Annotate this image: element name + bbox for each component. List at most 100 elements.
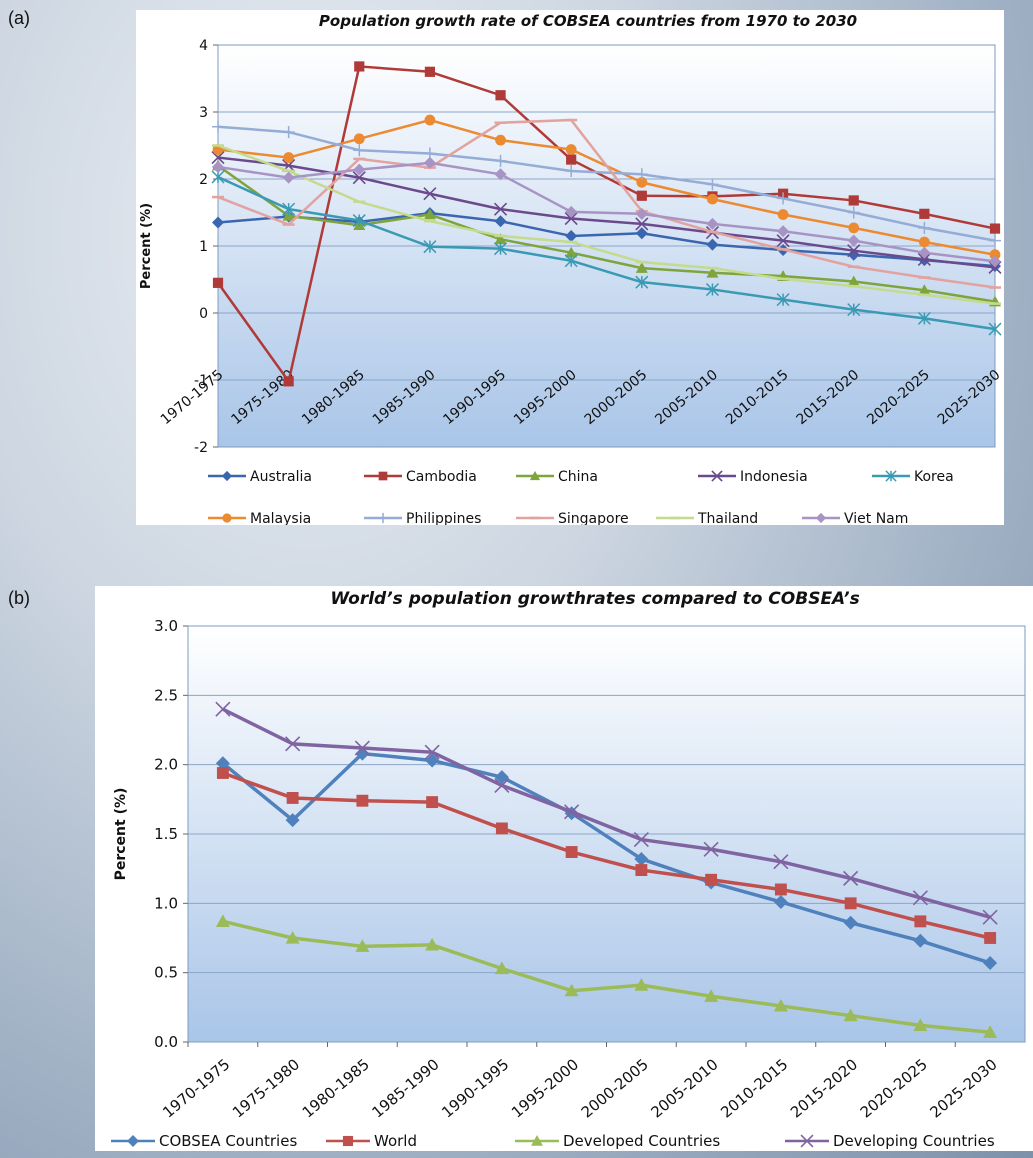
x-tick-labels: 1970-19751975-19801980-19851985-19901990… <box>159 1042 1001 1122</box>
point-malaysia-7 <box>707 193 718 205</box>
point-developing-countries-1 <box>285 736 301 752</box>
legend-item-indonesia: Indonesia <box>698 469 808 485</box>
y-tick-labels: 4 3 2 1 0 -1 -2 <box>194 38 218 456</box>
point-viet-nam-4 <box>494 168 507 181</box>
point-developing-countries-10 <box>912 890 928 906</box>
x-tick-label: 2020-2025 <box>857 1055 931 1121</box>
point-developing-countries-4 <box>494 777 510 794</box>
point-korea-6 <box>635 275 649 289</box>
y-tick-label: 2.0 <box>154 756 178 774</box>
point-cobsea-countries-2 <box>355 746 370 761</box>
chart-b-container: World’s population growthrates compared … <box>95 586 1033 1151</box>
point-viet-nam-1 <box>282 171 295 184</box>
legend-item-china: China <box>516 469 598 485</box>
series-korea <box>211 170 1002 336</box>
point-korea-10 <box>917 311 931 325</box>
series-malaysia <box>212 114 1001 261</box>
point-cobsea-countries-6 <box>634 851 649 866</box>
legend-marker <box>531 1135 543 1146</box>
point-china-5 <box>565 246 578 258</box>
point-korea-0 <box>211 170 225 184</box>
point-world-10 <box>914 915 927 928</box>
point-developed-countries-11 <box>983 1025 998 1038</box>
series-indonesia <box>211 150 1002 275</box>
point-viet-nam-0 <box>212 160 224 173</box>
point-malaysia-6 <box>636 176 648 188</box>
chart-title: World’s population growthrates compared … <box>330 589 859 609</box>
point-korea-3 <box>423 240 437 254</box>
point-korea-2 <box>352 214 366 228</box>
legend-label: World <box>374 1132 417 1150</box>
legend: Australia Cambodia China Indonesia Korea Mala… <box>208 469 954 525</box>
chart-a: Population growth rate of COBSEA countri… <box>139 12 1004 525</box>
point-indonesia-6 <box>635 217 649 231</box>
gridlines <box>218 111 995 381</box>
point-cambodia-3 <box>424 66 436 77</box>
point-indonesia-8 <box>776 234 790 248</box>
point-cobsea-countries-4 <box>494 770 509 785</box>
legend-label: Developing Countries <box>833 1132 995 1150</box>
point-developing-countries-6 <box>633 831 649 848</box>
point-developed-countries-8 <box>773 998 788 1012</box>
point-world-5 <box>565 846 578 858</box>
point-malaysia-8 <box>777 209 789 220</box>
series-cambodia <box>212 61 1001 387</box>
y-tick-label: 3 <box>199 105 208 121</box>
point-australia-0 <box>212 216 224 229</box>
point-philippines-11 <box>989 234 1001 247</box>
legend-label: Australia <box>250 469 312 485</box>
line-china <box>217 164 996 303</box>
legend-item-viet-nam: Viet Nam <box>802 511 908 525</box>
point-philippines-9 <box>847 206 860 219</box>
point-world-6 <box>635 864 648 877</box>
point-indonesia-11 <box>988 260 1002 275</box>
point-malaysia-10 <box>918 236 930 248</box>
point-korea-5 <box>564 254 578 268</box>
point-australia-5 <box>565 229 578 242</box>
series-developing-countries <box>215 701 998 925</box>
y-tick-label: 0.0 <box>154 1033 178 1051</box>
point-korea-4 <box>494 242 508 256</box>
point-malaysia-5 <box>565 144 577 155</box>
point-cambodia-1 <box>283 376 294 387</box>
legend-item-thailand: Thailand <box>656 511 758 525</box>
point-china-7 <box>706 266 719 278</box>
point-viet-nam-9 <box>847 234 860 247</box>
legend-label: Korea <box>914 469 954 485</box>
point-philippines-7 <box>706 178 719 191</box>
line-cambodia <box>216 65 996 383</box>
legend-item-malaysia: Malaysia <box>208 511 311 525</box>
series-group <box>215 701 998 1038</box>
x-tick-label: 1995-2000 <box>508 1055 582 1121</box>
legend-label: Thailand <box>697 511 758 525</box>
legend-marker <box>711 470 723 482</box>
y-axis-title: Percent (%) <box>113 788 129 881</box>
point-cobsea-countries-3 <box>425 753 440 768</box>
legend-item-cambodia: Cambodia <box>364 469 477 485</box>
chart-title: Population growth rate of COBSEA countri… <box>319 12 857 30</box>
point-developing-countries-9 <box>843 870 859 886</box>
panel-a-label: (a) <box>8 8 30 28</box>
y-axis-title: Percent (%) <box>139 203 154 289</box>
point-philippines-2 <box>353 144 366 157</box>
legend-item-singapore: Singapore <box>516 511 629 525</box>
chart-a-container: Population growth rate of COBSEA countri… <box>136 10 1004 525</box>
point-world-11 <box>984 932 997 944</box>
line-philippines <box>217 125 996 242</box>
x-tick-label: 1970-1975 <box>158 367 227 428</box>
point-viet-nam-11 <box>989 255 1001 268</box>
x-tick-label: 2025-2030 <box>926 1055 1000 1121</box>
legend-label: COBSEA Countries <box>159 1132 297 1150</box>
point-cobsea-countries-11 <box>983 955 998 970</box>
point-australia-6 <box>635 227 648 240</box>
x-tick-label: 1985-1990 <box>368 1055 442 1121</box>
point-world-4 <box>495 822 508 835</box>
line-world <box>222 771 991 940</box>
line-indonesia <box>217 156 996 269</box>
point-cambodia-9 <box>848 195 859 206</box>
point-malaysia-1 <box>283 152 295 163</box>
point-malaysia-11 <box>989 249 1001 261</box>
y-tick-label: 4 <box>199 38 208 54</box>
point-developed-countries-7 <box>704 989 719 1002</box>
series-thailand <box>212 144 1001 305</box>
